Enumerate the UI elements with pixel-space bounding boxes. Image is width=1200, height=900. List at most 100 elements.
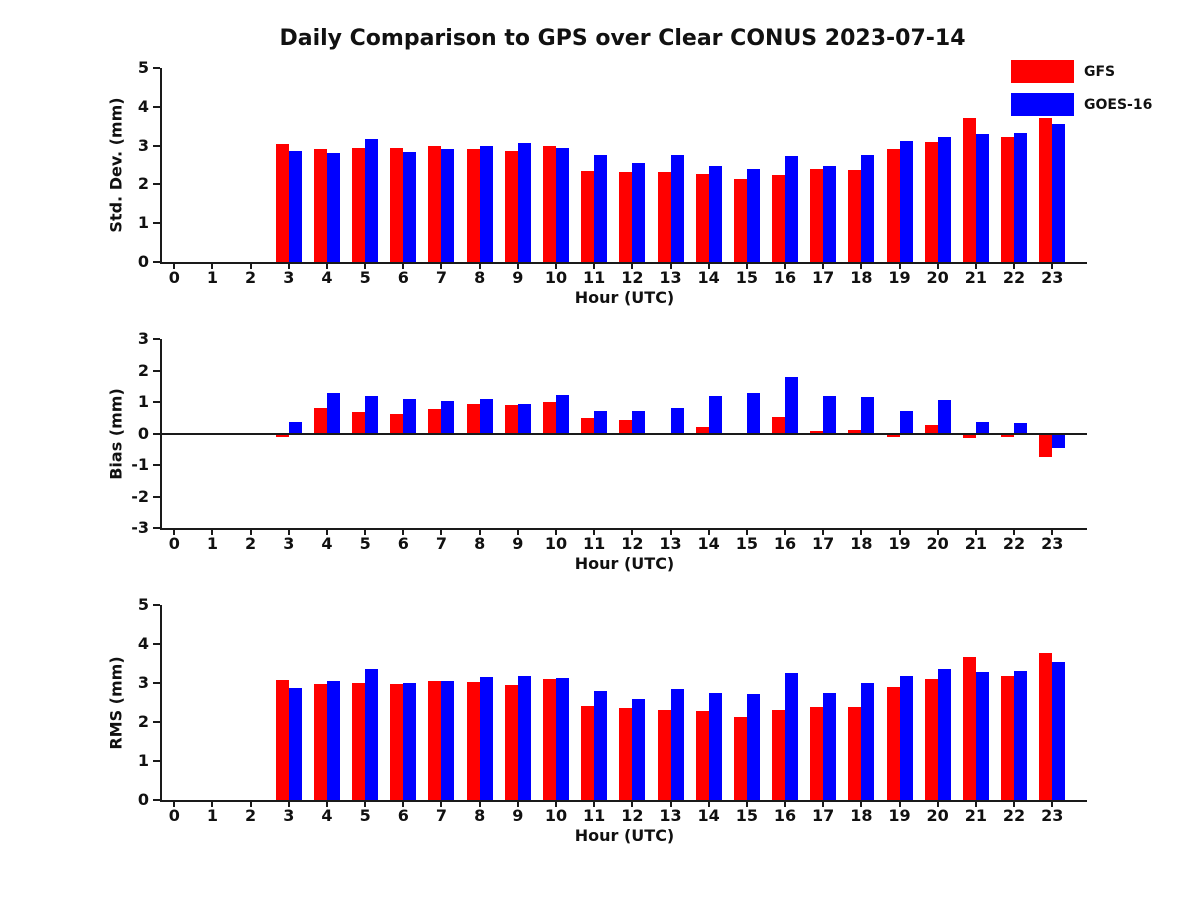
bar-gfs-hour-14 [695, 173, 709, 262]
bar-gfs-hour-14 [695, 710, 709, 800]
bar-gfs-hour-8 [466, 148, 480, 262]
rms-x-axis-label: Hour (UTC) [574, 826, 675, 845]
x-tick-label: 9 [512, 268, 524, 287]
x-tick-label: 5 [359, 534, 371, 553]
x-tick [822, 528, 825, 535]
y-tick-label: 3 [137, 673, 149, 692]
bar-gfs-hour-5 [352, 683, 366, 800]
bar-gfs-hour-4 [313, 683, 327, 800]
x-tick [745, 262, 748, 269]
x-tick-label: 17 [812, 806, 835, 825]
x-tick-label: 10 [544, 268, 568, 287]
bar-gfs-hour-23 [1039, 652, 1053, 800]
bar-gfs-hour-10 [543, 402, 556, 434]
x-tick-label: 18 [850, 268, 873, 287]
x-tick-label: 22 [1002, 268, 1026, 287]
bar-goes16-hour-6 [403, 399, 417, 434]
x-tick [784, 262, 787, 269]
x-tick [631, 800, 634, 807]
bar-goes16-hour-19 [899, 676, 913, 800]
x-tick [974, 528, 977, 535]
bar-gfs-hour-7 [428, 408, 442, 434]
x-tick-label: 8 [474, 806, 486, 825]
goes16-color-swatch [1011, 93, 1074, 116]
bar-goes16-hour-23 [1052, 433, 1066, 448]
bar-gfs-hour-15 [733, 716, 747, 800]
chart-title: Daily Comparison to GPS over Clear CONUS… [279, 26, 966, 51]
x-tick-label: 11 [583, 534, 606, 553]
x-tick [745, 800, 748, 807]
x-tick-label: 1 [206, 534, 219, 553]
x-tick [936, 800, 939, 807]
x-tick [211, 528, 214, 535]
x-tick [669, 800, 672, 807]
bar-goes16-hour-21 [975, 672, 989, 800]
x-tick [898, 800, 901, 807]
bar-goes16-hour-10 [556, 677, 569, 800]
y-tick-label: 5 [137, 595, 149, 614]
x-tick-label: 22 [1002, 534, 1026, 553]
x-tick-label: 7 [435, 534, 448, 553]
bar-gfs-hour-21 [962, 656, 976, 800]
bar-goes16-hour-18 [861, 154, 875, 262]
bar-goes16-hour-17 [823, 693, 837, 800]
bar-gfs-hour-9 [504, 405, 518, 434]
x-tick-label: 21 [964, 534, 987, 553]
y-tick-label: 0 [137, 790, 149, 809]
x-tick-label: 11 [583, 806, 606, 825]
bar-goes16-hour-21 [975, 421, 989, 434]
gfs-color-swatch [1011, 60, 1074, 83]
x-tick-label: 14 [697, 268, 720, 287]
bar-goes16-hour-8 [479, 399, 493, 434]
x-tick [516, 528, 519, 535]
x-tick-label: 17 [812, 268, 835, 287]
y-tick [153, 67, 160, 69]
x-tick [936, 262, 939, 269]
bar-gfs-hour-12 [619, 171, 633, 262]
y-tick-label: 4 [137, 634, 149, 653]
x-tick-label: 16 [773, 534, 797, 553]
bar-gfs-hour-16 [772, 709, 786, 800]
x-tick [249, 262, 252, 269]
y-tick-label: 4 [137, 96, 149, 116]
x-tick [1013, 528, 1016, 535]
bar-gfs-hour-20 [924, 424, 938, 434]
x-tick-label: 22 [1002, 806, 1026, 825]
x-tick [784, 528, 787, 535]
bar-gfs-hour-22 [1001, 675, 1015, 800]
bar-gfs-hour-22 [1001, 136, 1015, 262]
x-tick-label: 12 [621, 806, 644, 825]
bar-goes16-hour-15 [746, 693, 760, 800]
bar-gfs-hour-8 [466, 404, 480, 434]
bar-goes16-hour-15 [746, 168, 760, 262]
y-tick [153, 721, 160, 723]
x-tick [249, 528, 252, 535]
bar-goes16-hour-4 [326, 392, 340, 434]
bar-goes16-hour-12 [632, 410, 646, 434]
x-tick-label: 14 [697, 806, 720, 825]
x-tick [478, 528, 481, 535]
bar-goes16-hour-4 [326, 153, 340, 262]
x-tick [402, 262, 405, 269]
x-tick [402, 528, 405, 535]
bar-goes16-hour-16 [785, 377, 799, 434]
bar-gfs-hour-22 [1001, 433, 1015, 437]
x-tick-label: 20 [926, 534, 949, 553]
bar-gfs-hour-18 [848, 170, 862, 262]
bar-gfs-hour-8 [466, 682, 480, 800]
x-tick-label: 6 [397, 268, 409, 287]
bar-goes16-hour-15 [746, 392, 760, 434]
bar-goes16-hour-5 [365, 139, 379, 262]
y-tick [153, 495, 160, 498]
bar-goes16-hour-14 [708, 165, 722, 262]
bar-gfs-hour-10 [543, 679, 556, 800]
x-tick-label: 17 [812, 534, 835, 553]
x-tick [631, 262, 634, 269]
x-tick-label: 1 [206, 806, 219, 825]
x-tick [669, 528, 672, 535]
x-tick-label: 5 [359, 268, 371, 287]
x-tick [325, 800, 328, 807]
x-tick-label: 2 [245, 534, 257, 553]
y-tick [153, 401, 160, 403]
